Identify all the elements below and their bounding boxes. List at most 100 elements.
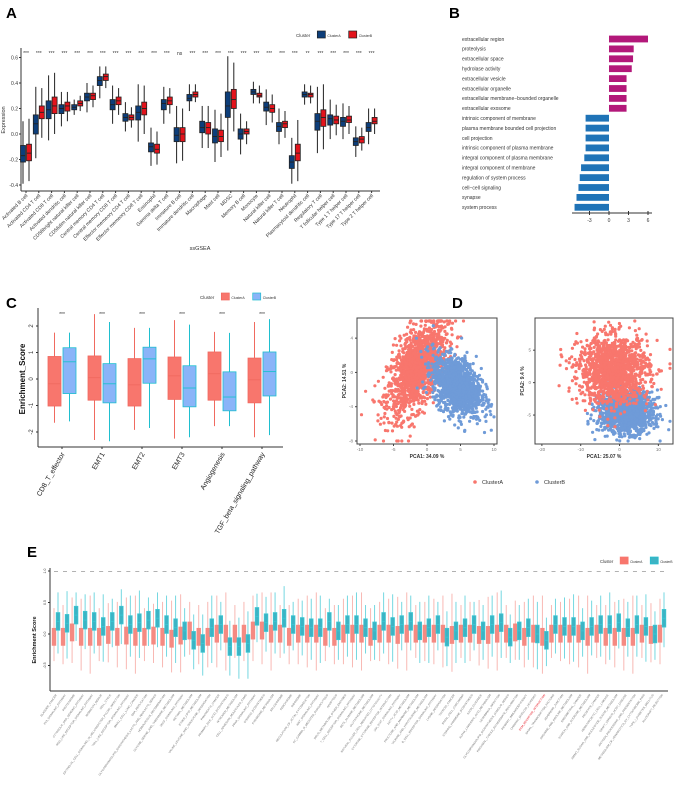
significance-label: *** bbox=[259, 312, 265, 318]
point-clustera bbox=[400, 392, 404, 396]
significance-label: *** bbox=[164, 51, 170, 57]
point-clusterb bbox=[447, 393, 451, 397]
point-clusterb bbox=[442, 419, 446, 423]
point-clustera bbox=[397, 354, 402, 359]
category-group: ***T follicular helper cell bbox=[299, 51, 340, 231]
point-clustera bbox=[564, 367, 569, 371]
point-clustera bbox=[394, 364, 398, 368]
point-clusterb bbox=[474, 389, 478, 394]
point-clusterb bbox=[591, 430, 595, 434]
point-clustera bbox=[382, 405, 386, 409]
point-clustera bbox=[382, 400, 386, 404]
cluster-b-box bbox=[102, 73, 109, 81]
point-clustera bbox=[410, 413, 414, 417]
bar bbox=[585, 114, 609, 122]
y-axis-label: Enrichment_Score bbox=[18, 343, 27, 414]
cluster-b-box bbox=[371, 117, 378, 125]
point-clustera bbox=[606, 424, 610, 428]
cluster-b-box bbox=[26, 143, 32, 162]
point-clustera bbox=[412, 352, 416, 356]
x-tick-label: -10 bbox=[357, 447, 364, 452]
significance-label: *** bbox=[23, 51, 29, 57]
point-clusterb bbox=[457, 400, 462, 404]
point-clustera bbox=[411, 387, 415, 391]
point-clustera bbox=[406, 351, 410, 355]
point-clustera bbox=[412, 328, 416, 332]
bar-label: integral component of plasma membrane bbox=[462, 156, 553, 162]
cluster-a-box bbox=[167, 356, 182, 400]
point-clusterb bbox=[460, 369, 464, 373]
point-clustera bbox=[423, 323, 427, 327]
point-clusterb bbox=[460, 409, 464, 413]
point-clustera bbox=[417, 373, 421, 377]
point-clusterb bbox=[469, 386, 473, 390]
point-clusterb bbox=[450, 406, 455, 410]
point-clustera bbox=[454, 319, 458, 323]
legend-title: Cluster bbox=[296, 33, 311, 38]
point-clusterb bbox=[488, 409, 492, 413]
point-clusterb bbox=[476, 386, 480, 390]
point-clusterb bbox=[637, 428, 641, 432]
point-clusterb bbox=[623, 415, 627, 419]
significance-label: *** bbox=[279, 51, 285, 57]
point-clusterb bbox=[473, 410, 477, 414]
point-clustera bbox=[435, 337, 439, 341]
point-clustera bbox=[431, 401, 435, 405]
point-clustera bbox=[388, 397, 393, 401]
point-clustera bbox=[384, 365, 388, 369]
point-clusterb bbox=[458, 403, 462, 407]
point-clustera bbox=[428, 395, 432, 399]
x-tick-label: EMT3 bbox=[171, 451, 186, 471]
point-clustera bbox=[391, 389, 395, 393]
significance-label: *** bbox=[113, 51, 119, 57]
point-clustera bbox=[393, 403, 397, 407]
point-clustera bbox=[414, 330, 418, 334]
point-clustera bbox=[441, 340, 445, 344]
legend-swatch-clustera bbox=[316, 30, 326, 39]
point-clustera bbox=[392, 414, 396, 418]
point-clusterb bbox=[445, 374, 449, 378]
panel-b-bar-chart: extracellular regionproteolysisextracell… bbox=[462, 35, 652, 224]
point-clusterb bbox=[481, 409, 485, 414]
significance-label: *** bbox=[61, 51, 67, 57]
point-clustera bbox=[403, 391, 407, 395]
category-group: ***Activated B cell bbox=[1, 51, 32, 222]
significance-label: *** bbox=[139, 312, 145, 318]
point-clustera bbox=[646, 398, 650, 402]
cluster-b-box bbox=[51, 96, 58, 115]
point-clustera bbox=[395, 343, 399, 347]
point-clustera bbox=[393, 373, 397, 377]
point-clustera bbox=[399, 344, 403, 348]
legend-label-clustera: ClusterA bbox=[231, 296, 245, 300]
point-clustera bbox=[409, 328, 413, 332]
point-clusterb bbox=[457, 419, 461, 423]
point-clustera bbox=[377, 399, 381, 403]
category-group: ***Gamma delta T cell bbox=[135, 51, 173, 228]
point-clustera bbox=[418, 331, 422, 336]
category-group: ***Activated CD4 T cell bbox=[6, 51, 45, 229]
point-clustera bbox=[359, 413, 364, 417]
point-clustera bbox=[396, 396, 400, 400]
bar bbox=[585, 134, 609, 142]
panel-letter-e: E bbox=[27, 544, 37, 561]
bar bbox=[609, 55, 634, 63]
point-clusterb bbox=[421, 380, 425, 384]
x-axis-label: ssGSEA bbox=[190, 246, 211, 252]
category-group: ***Angiogenesis bbox=[200, 312, 237, 491]
point-clusterb bbox=[489, 404, 493, 408]
significance-label: *** bbox=[369, 51, 375, 57]
point-clusterb bbox=[476, 381, 480, 385]
point-clusterb bbox=[622, 432, 626, 436]
point-clusterb bbox=[419, 349, 423, 354]
point-clustera bbox=[408, 387, 412, 391]
point-clusterb bbox=[599, 424, 603, 428]
point-clusterb bbox=[611, 421, 615, 425]
point-clusterb bbox=[471, 375, 475, 379]
point-clusterb bbox=[649, 424, 653, 428]
point-clustera bbox=[619, 412, 623, 416]
legend-swatch-clusterb bbox=[252, 292, 262, 301]
point-clusterb bbox=[421, 386, 426, 391]
point-clustera bbox=[415, 339, 419, 343]
point-clustera bbox=[403, 409, 407, 413]
